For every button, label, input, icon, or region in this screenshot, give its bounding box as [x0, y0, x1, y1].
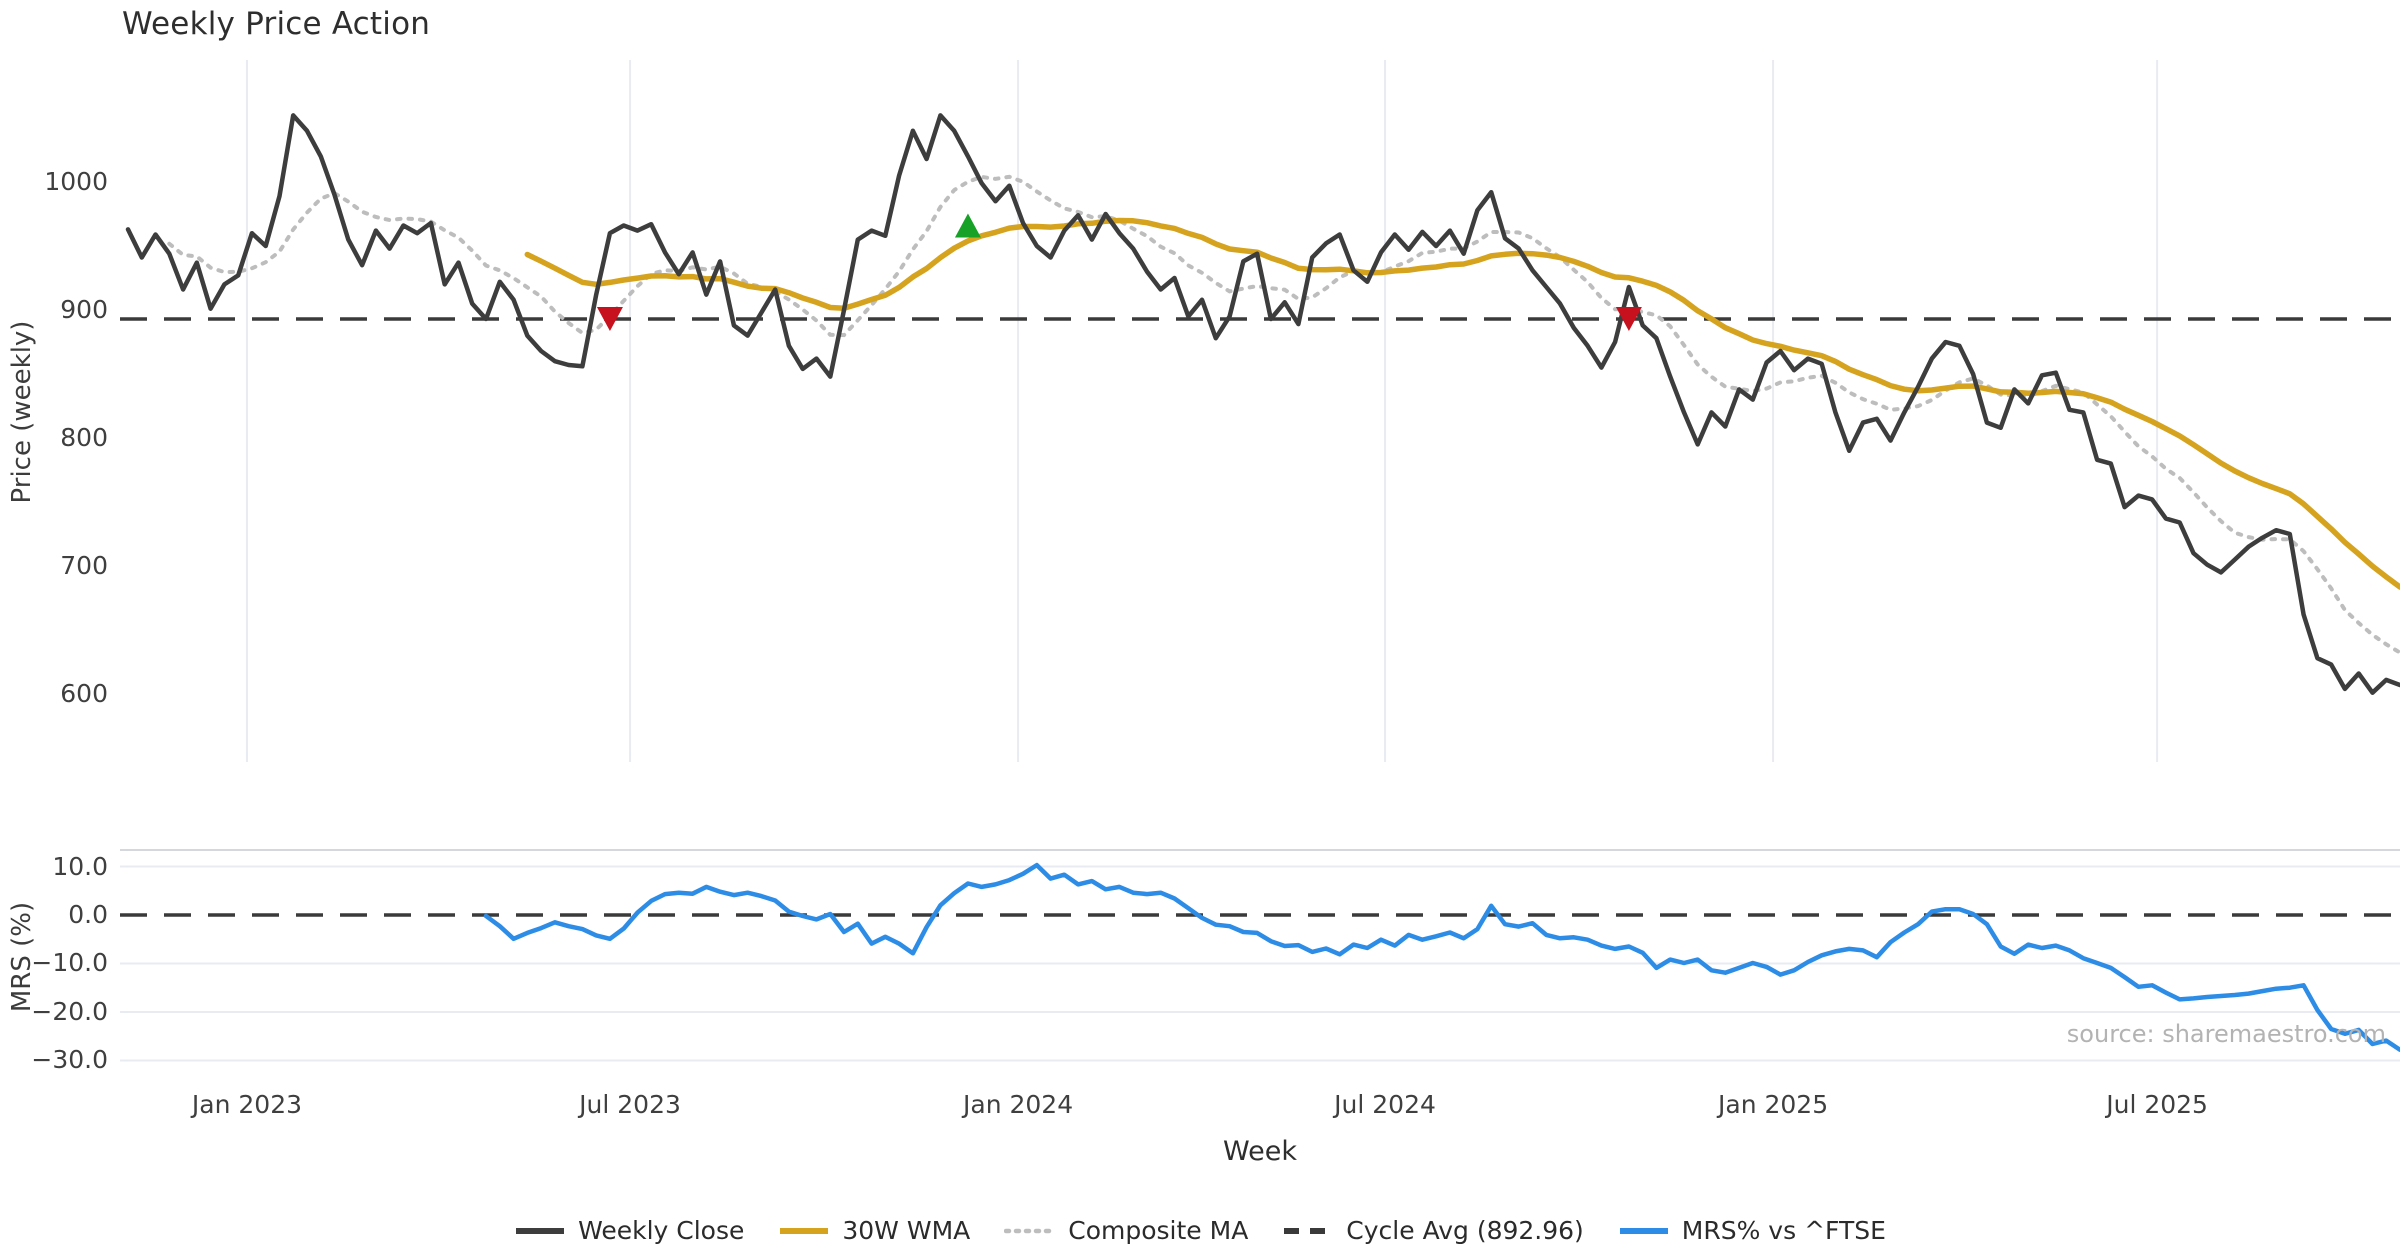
weekly-close-line [125, 113, 2400, 695]
legend-swatch-composite-ma [1004, 1228, 1057, 1233]
wma-30w-line [524, 217, 2400, 590]
legend-label-composite-ma: Composite MA [1068, 1216, 1249, 1245]
legend-label-30w-wma: 30W WMA [842, 1216, 971, 1245]
legend-swatch-mrs-vs-ftse [1619, 1227, 1668, 1234]
legend-label-weekly-close: Weekly Close [578, 1216, 745, 1245]
legend-label-cycle-avg-892-96: Cycle Avg (892.96) [1346, 1216, 1584, 1245]
legend-swatch-weekly-close [516, 1227, 565, 1234]
mrs-ytick-label: −30.0 [31, 1045, 108, 1075]
mrs-line [483, 862, 2400, 1053]
mrs-ytick-label: −20.0 [31, 996, 108, 1026]
mrs-ytick-label: 0.0 [68, 900, 108, 929]
price-axis-label: Price (weekly) [7, 320, 37, 504]
legend-swatch-cycle-avg-892-96 [1284, 1227, 1333, 1234]
mrs-ytick-label: −10.0 [31, 948, 108, 978]
legend-item-weekly-close: Weekly Close [514, 1216, 744, 1245]
xtick-label: Jul 2024 [1334, 1090, 1436, 1119]
xtick-label: Jul 2025 [2106, 1090, 2208, 1119]
legend-item-30w-wma: 30W WMA [778, 1216, 970, 1245]
source-note: source: sharemaestro.com [2066, 1020, 2386, 1048]
triangle-up-marker [954, 213, 981, 238]
price-ytick-label: 700 [60, 551, 108, 580]
xtick-label: Jan 2023 [191, 1090, 303, 1119]
legend-swatch-30w-wma [780, 1227, 829, 1234]
legend-item-cycle-avg-892-96: Cycle Avg (892.96) [1282, 1216, 1584, 1245]
price-ytick-label: 900 [60, 295, 108, 324]
xtick-label: Jan 2024 [963, 1090, 1074, 1119]
x-axis-label: Week [1223, 1136, 1297, 1167]
chart-title: Weekly Price Action [122, 6, 431, 42]
xtick-label: Jul 2023 [579, 1090, 681, 1119]
legend-item-mrs-vs-ftse: MRS% vs ^FTSE [1618, 1216, 1886, 1245]
triangle-down-marker [1615, 306, 1642, 331]
legend-label-mrs-vs-ftse: MRS% vs ^FTSE [1681, 1216, 1886, 1245]
mrs-ytick-label: 10.0 [52, 851, 108, 881]
legend-item-composite-ma: Composite MA [1004, 1216, 1248, 1245]
price-ytick-label: 1000 [44, 167, 108, 196]
price-ytick-label: 800 [60, 423, 108, 452]
legend: Weekly Close 30W WMA Composite MA Cycle Avg… [0, 1216, 2400, 1245]
price-ytick-label: 600 [60, 679, 108, 708]
triangle-down-marker [596, 306, 623, 331]
xtick-label: Jan 2025 [1718, 1090, 1829, 1119]
composite-ma-line [167, 174, 2400, 655]
